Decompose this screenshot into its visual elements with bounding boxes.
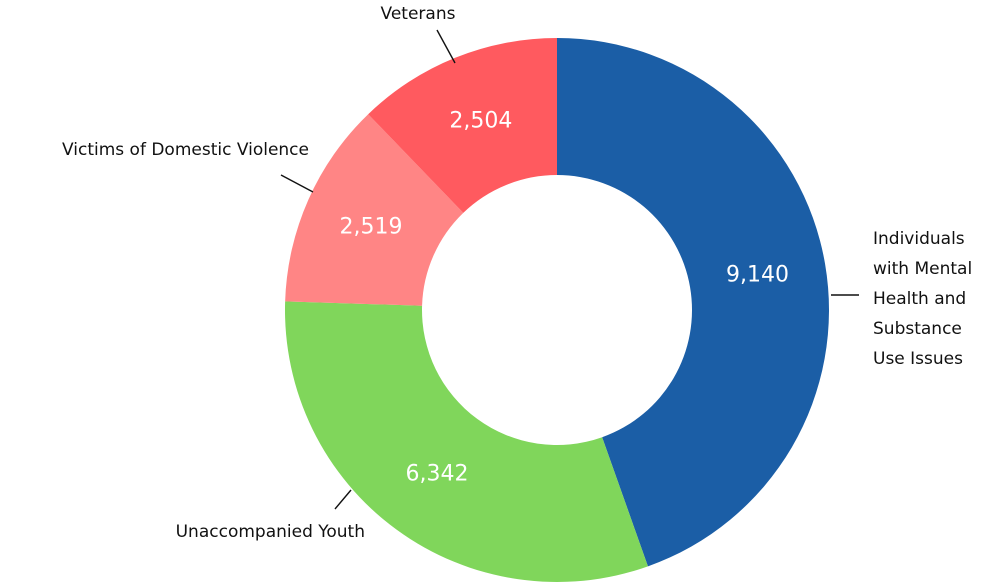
value-label-individuals-with-mental-health-and-substance-use-issues: 9,140 <box>726 262 789 287</box>
slice-unaccompanied-youth <box>284 301 648 582</box>
chart-value-labels: 9,140 6,342 2,519 2,504 <box>339 108 789 486</box>
category-label-victims-of-domestic-violence: Victims of Domestic Violence <box>62 140 309 160</box>
category-label-individuals-with-mental-health-and-substance-use-issues: Individuals with Mental Health and Substanc… <box>873 229 972 369</box>
category-label-unaccompanied-youth: Unaccompanied Youth <box>176 522 365 542</box>
leader-line-victims-of-domestic-violence <box>280 174 314 193</box>
slice-veterans <box>368 38 557 213</box>
chart-slices <box>284 38 829 582</box>
leader-line-veterans <box>436 29 456 64</box>
leader-line-unaccompanied-youth <box>334 489 352 510</box>
slice-victims-of-domestic-violence <box>285 114 464 306</box>
value-label-victims-of-domestic-violence: 2,519 <box>339 214 402 239</box>
value-label-veterans: 2,504 <box>449 108 512 133</box>
chart-leader-lines <box>280 29 859 510</box>
category-label-veterans: Veterans <box>381 4 456 24</box>
value-label-unaccompanied-youth: 6,342 <box>405 461 468 486</box>
slice-individuals-with-mental-health-and-substance-use-issues <box>557 38 829 567</box>
chart-category-labels: Individuals with Mental Health and Substanc… <box>62 4 972 542</box>
